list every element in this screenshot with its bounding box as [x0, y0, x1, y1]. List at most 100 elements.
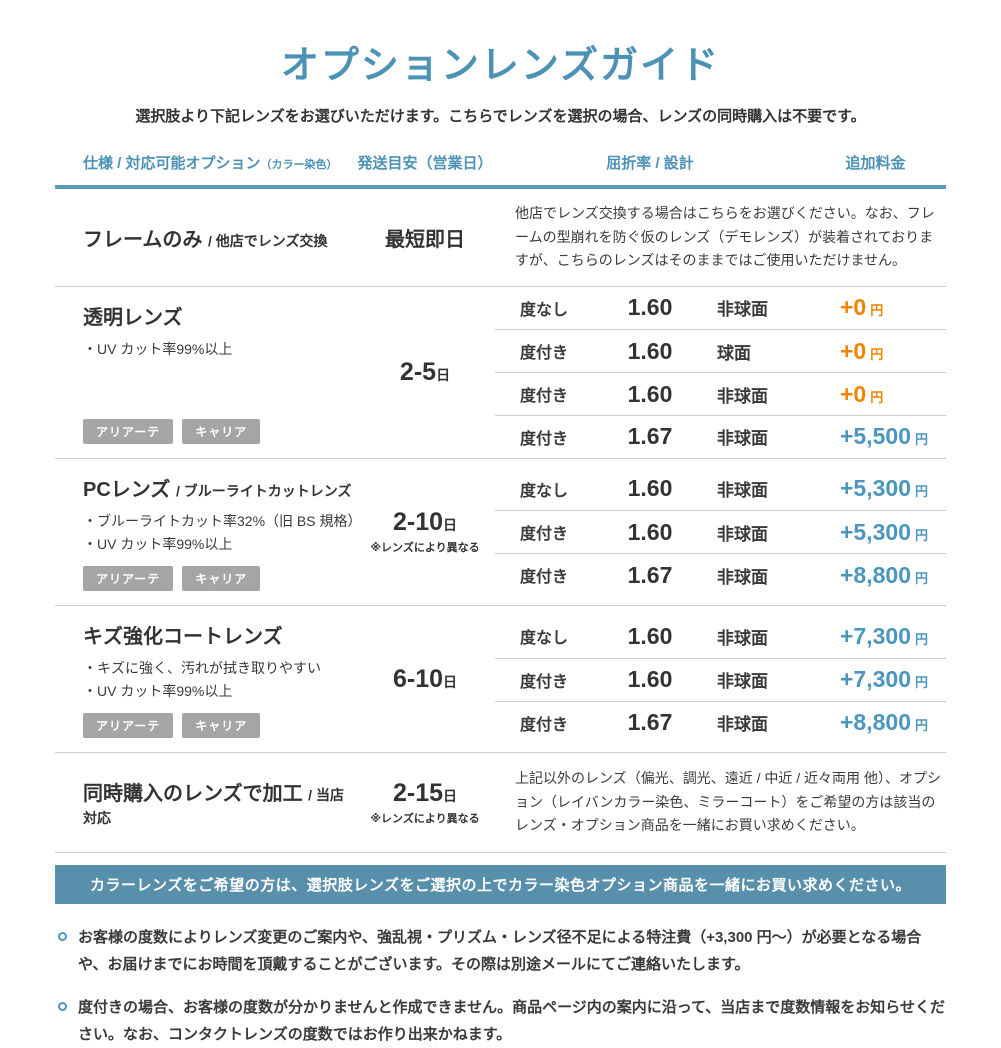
header-spec-sub: （カラー染色） — [260, 159, 338, 171]
shipping-cell: 2-15日 ※レンズにより異なる — [355, 753, 495, 852]
lens-option-row: 度付き 1.67 非球面 +8,800 円 — [495, 700, 946, 744]
shipping-unit: 日 — [443, 788, 458, 805]
shipping-cell: 最短即日 — [355, 189, 495, 286]
option-price: +5,300 円 — [840, 475, 929, 502]
option-index: 1.60 — [627, 294, 673, 321]
option-index: 1.67 — [627, 423, 673, 450]
note-text: お客様の度数によりレンズ変更のご案内や、強乱視・プリズム・レンズ径不足による特注… — [78, 929, 922, 974]
lens-option-row: 度付き 1.67 非球面 +8,800 円 — [495, 553, 946, 596]
option-rx: 度付き — [520, 388, 569, 406]
lens-option-row: 度付き 1.60 非球面 +0 円 — [495, 372, 946, 415]
option-index: 1.60 — [627, 475, 673, 502]
option-price: +5,500 円 — [840, 423, 929, 450]
color-lens-banner: カラーレンズをご希望の方は、選択肢レンズをご選択の上でカラー染色オプション商品を… — [55, 865, 946, 905]
header-shipping: 発送目安（営業日） — [357, 155, 493, 172]
yen-label: 円 — [915, 432, 929, 448]
option-rx: 度付き — [520, 569, 569, 587]
circle-bullet-icon — [58, 1002, 67, 1012]
option-rx: 度なし — [520, 630, 569, 648]
lens-badges: アリアーテ キャリア — [83, 556, 355, 591]
table-row-scratch-coat-lens: キズ強化コートレンズ ・キズに強く、汚れが拭き取りやすい ・UV カット率99%以… — [55, 606, 946, 754]
lens-badges: アリアーテ キャリア — [83, 703, 355, 739]
lens-option-row: 度なし 1.60 非球面 +7,300 円 — [495, 615, 946, 658]
yen-label: 円 — [870, 303, 884, 319]
option-design: 非球面 — [717, 300, 768, 320]
option-price: +8,800 円 — [840, 561, 929, 588]
option-rx: 度なし — [520, 301, 569, 319]
option-index: 1.60 — [627, 518, 673, 545]
shipping-cell: 2-5日 — [355, 287, 495, 458]
option-design: 非球面 — [717, 429, 768, 449]
option-rx: 度なし — [520, 482, 569, 500]
shipping-unit: 日 — [443, 517, 458, 534]
badge-career: キャリア — [182, 713, 261, 739]
yen-label: 円 — [915, 631, 929, 647]
yen-label: 円 — [915, 718, 929, 734]
lens-option-row: 度なし 1.60 非球面 +5,300 円 — [495, 467, 946, 510]
yen-label: 円 — [915, 527, 929, 543]
option-design: 非球面 — [717, 715, 768, 735]
yen-label: 円 — [915, 675, 929, 691]
option-rx: 度付き — [520, 716, 569, 734]
option-design: 非球面 — [717, 567, 768, 587]
page-subtitle: 選択肢より下記レンズをお選びいただけます。こちらでレンズを選択の場合、レンズの同… — [135, 108, 866, 125]
description-cell: 他店でレンズ交換する場合はこちらをお選びください。なお、フレームの型崩れを防ぐ仮… — [495, 189, 946, 286]
lens-option-row: 度なし 1.60 非球面 +0 円 — [495, 287, 946, 330]
table-row-clear-lens: 透明レンズ ・UV カット率99%以上 アリアーテ キャリア 2-5日 度なし … — [55, 287, 946, 459]
option-design: 非球面 — [717, 672, 768, 692]
option-rx: 度付き — [520, 345, 569, 363]
option-price: +0 円 — [840, 294, 884, 321]
table-row-simultaneous-purchase: 同時購入のレンズで加工 / 当店対応 2-15日 ※レンズにより異なる 上記以外… — [55, 753, 946, 854]
badge-ariate: アリアーテ — [83, 418, 174, 444]
shipping-unit: 日 — [443, 673, 458, 690]
options-cell: 度なし 1.60 非球面 +5,300 円 度付き 1.60 非球面 +5,300… — [495, 459, 946, 605]
option-index: 1.60 — [627, 666, 673, 693]
option-price: +8,800 円 — [840, 709, 929, 736]
shipping-note: ※レンズにより異なる — [370, 813, 480, 826]
option-price: +7,300 円 — [840, 622, 929, 649]
lens-name-sub: / 他店でレンズ交換 — [207, 232, 328, 249]
header-index-design: 屈折率 / 設計 — [606, 155, 694, 172]
shipping-estimate: 最短即日 — [385, 228, 465, 251]
lens-name-cell: キズ強化コートレンズ ・キズに強く、汚れが拭き取りやすい ・UV カット率99%以… — [55, 606, 355, 752]
option-design: 非球面 — [717, 628, 768, 648]
header-spec: 仕様 / 対応可能オプション（カラー染色） — [83, 155, 338, 172]
options-cell: 度なし 1.60 非球面 +0 円 度付き 1.60 球面 +0 円 度付き 1.6… — [495, 287, 946, 458]
description-cell: 上記以外のレンズ（偏光、調光、遠近 / 中近 / 近々両用 他）、オプション（レ… — [495, 753, 946, 852]
option-rx: 度付き — [520, 673, 569, 691]
shipping-note: ※レンズにより異なる — [370, 542, 480, 555]
option-rx: 度付き — [520, 526, 569, 544]
lens-features: ・キズに強く、汚れが拭き取りやすい ・UV カット率99%以上 — [83, 659, 321, 700]
lens-name-sub: / 当店対応 — [83, 786, 344, 826]
option-price: +7,300 円 — [840, 666, 929, 693]
badge-ariate: アリアーテ — [83, 565, 174, 591]
lens-features: ・UV カット率99%以上 — [83, 340, 233, 357]
lens-name: 透明レンズ — [83, 306, 183, 329]
shipping-estimate: 2-15日 — [392, 779, 458, 808]
row-description: 他店でレンズ交換する場合はこちらをお選びください。なお、フレームの型崩れを防ぐ仮… — [515, 205, 935, 269]
options-cell: 度なし 1.60 非球面 +7,300 円 度付き 1.60 非球面 +7,300… — [495, 606, 946, 752]
footnotes: お客様の度数によりレンズ変更のご案内や、強乱視・プリズム・レンズ径不足による特注… — [55, 924, 946, 1048]
option-index: 1.67 — [627, 709, 673, 736]
lens-name: キズ強化コートレンズ — [83, 625, 283, 648]
option-design: 球面 — [717, 343, 751, 363]
badge-career: キャリア — [182, 565, 261, 591]
yen-label: 円 — [870, 346, 884, 362]
table-header: 仕様 / 対応可能オプション（カラー染色） 発送目安（営業日） 屈折率 / 設計… — [55, 152, 946, 173]
note-text: 度付きの場合、お客様の度数が分かりませんと作成できません。商品ページ内の案内に沿… — [78, 999, 946, 1044]
lens-badges: アリアーテ キャリア — [83, 409, 355, 444]
badge-ariate: アリアーテ — [83, 713, 174, 739]
badge-career: キャリア — [182, 418, 261, 444]
lens-option-row: 度付き 1.60 非球面 +7,300 円 — [495, 657, 946, 701]
option-index: 1.60 — [627, 380, 673, 407]
yen-label: 円 — [915, 570, 929, 586]
shipping-estimate: 2-10日 — [392, 508, 458, 537]
row-description: 上記以外のレンズ（偏光、調光、遠近 / 中近 / 近々両用 他）、オプション（レ… — [515, 770, 941, 834]
option-design: 非球面 — [717, 386, 768, 406]
option-design: 非球面 — [717, 524, 768, 544]
lens-option-row: 度付き 1.60 非球面 +5,300 円 — [495, 510, 946, 553]
page-title: オプションレンズガイド — [280, 45, 721, 87]
shipping-cell: 2-10日 ※レンズにより異なる — [355, 459, 495, 605]
shipping-unit: 日 — [436, 366, 451, 383]
option-index: 1.60 — [627, 337, 673, 364]
